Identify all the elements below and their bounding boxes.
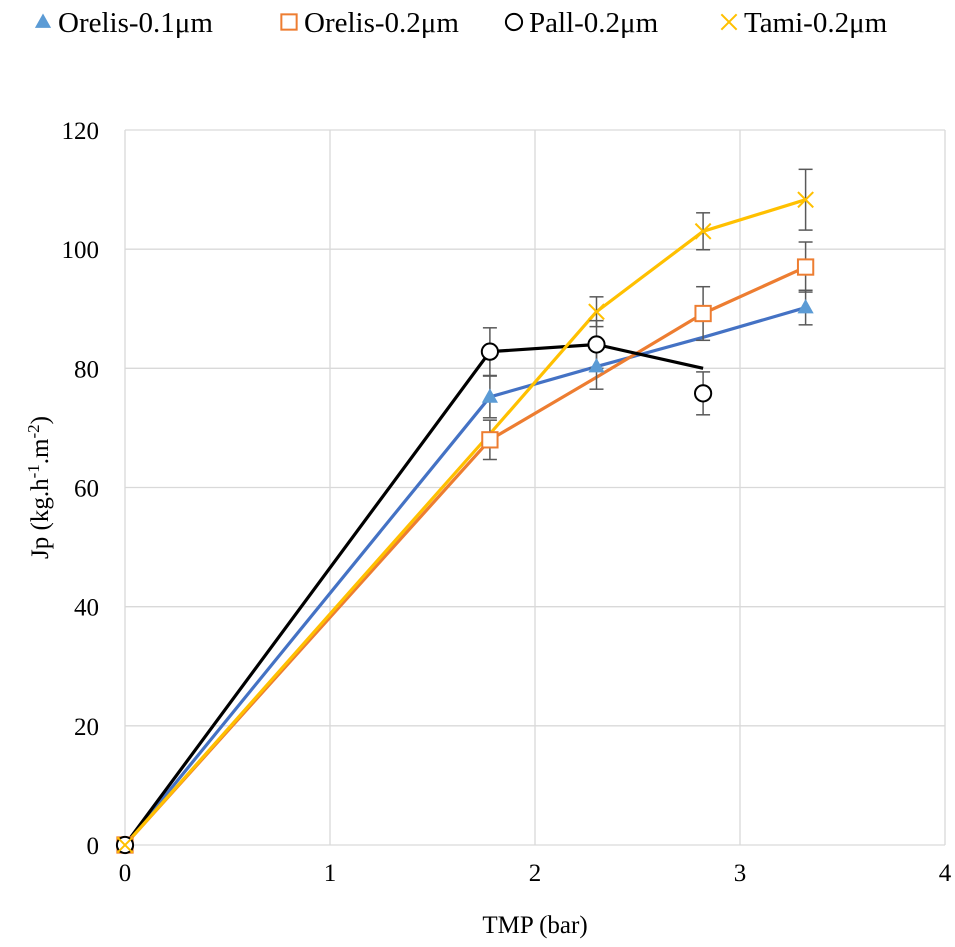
x-tick-label-2: 2 (529, 860, 542, 887)
y-tick-label-80: 80 (74, 356, 99, 383)
y-axis-title-part: .m (27, 438, 54, 464)
y-axis-title-part: Jp (kg.h (27, 478, 54, 559)
data-point-pall-0-2-m-3 (694, 384, 713, 403)
legend-marker-tami-0-2-m (720, 13, 738, 31)
legend-marker-orelis-0-2-m (280, 13, 298, 31)
legend-label-pall-0-2-m: Pall-0.2μm (529, 7, 659, 39)
x-tick-label-3: 3 (734, 860, 747, 887)
data-point-pall-0-2-m-1 (480, 342, 499, 361)
x-tick-label-4: 4 (939, 860, 952, 887)
x-tick-label-0: 0 (119, 860, 132, 887)
y-tick-label-120: 120 (62, 118, 100, 145)
data-point-pall-0-2-m-2 (587, 335, 606, 354)
legend-marker-orelis-0-1-m (34, 13, 52, 28)
data-point-tami-0-2-m-2 (694, 222, 712, 240)
y-tick-label-100: 100 (62, 237, 100, 264)
legend-item-orelis-0-2-m: Orelis-0.2μm (280, 7, 459, 39)
gridlines (124, 129, 946, 846)
x-axis-title: TMP (bar) (482, 912, 587, 939)
y-tick-label-40: 40 (74, 595, 99, 622)
data-point-orelis-0-1-m-3 (797, 299, 814, 314)
data-point-orelis-0-1-m-2 (588, 357, 605, 373)
legend-label-tami-0-2-m: Tami-0.2μm (744, 7, 888, 39)
y-axis-title-part: ) (27, 416, 54, 424)
legend-label-orelis-0-1-m: Orelis-0.1μm (58, 7, 213, 39)
x-tick-label-1: 1 (324, 860, 337, 887)
legend-label-orelis-0-2-m: Orelis-0.2μm (304, 7, 459, 39)
series-line-pall-0-2-m (123, 342, 704, 846)
series-line-orelis-0-2-m (123, 265, 807, 847)
data-point-tami-0-2-m-1 (588, 303, 605, 321)
y-axis-title-superscript: -1 (24, 464, 43, 478)
y-tick-label-20: 20 (74, 714, 99, 741)
y-axis-title-superscript: -2 (24, 424, 43, 438)
data-point-tami-0-2-m-0 (116, 836, 134, 854)
legend-item-orelis-0-1-m: Orelis-0.1μm (34, 7, 213, 39)
y-tick-label-60: 60 (74, 476, 99, 503)
data-point-tami-0-2-m-3 (797, 191, 814, 209)
legend-marker-pall-0-2-m (504, 12, 524, 32)
data-point-orelis-0-2-m-3 (796, 258, 815, 276)
data-markers (115, 191, 815, 855)
legend-item-pall-0-2-m: Pall-0.2μm (504, 7, 659, 39)
legend: Orelis-0.1μm Orelis-0.2μm Pall-0.2μm Tami-0… (34, 7, 888, 39)
y-axis-title: Jp (kg.h-1.m-2) (24, 416, 55, 559)
legend-item-tami-0-2-m: Tami-0.2μm (720, 7, 888, 39)
data-point-orelis-0-2-m-1 (481, 431, 499, 449)
data-point-orelis-0-1-m-1 (481, 388, 498, 403)
data-point-orelis-0-2-m-2 (694, 304, 712, 323)
y-tick-label-0: 0 (87, 833, 100, 860)
